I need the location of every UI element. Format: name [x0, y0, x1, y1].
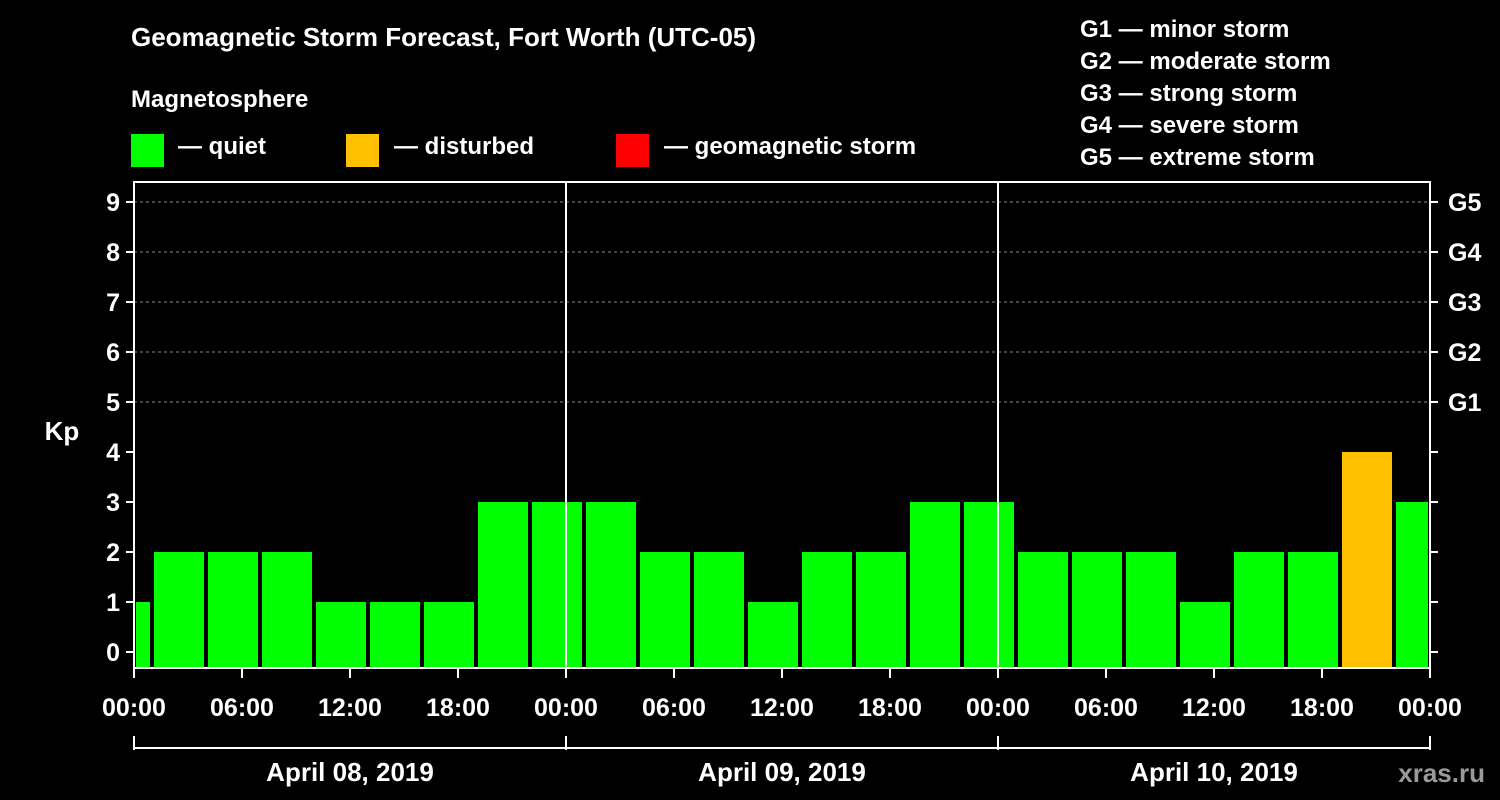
- kp-bar-21: [1234, 552, 1284, 668]
- kp-bar-18: [1072, 552, 1122, 668]
- kp-bar-1: [154, 552, 204, 668]
- g-scale-label-g4: G4: [1448, 239, 1481, 267]
- x-tick-label-0: 00:00: [102, 694, 166, 722]
- y-tick-label-8: 8: [106, 239, 120, 267]
- day-label-2: April 10, 2019: [1130, 757, 1298, 787]
- kp-bar-7: [478, 502, 528, 668]
- storm-scale-g4: G4 — severe storm: [1080, 112, 1299, 139]
- x-tick-label-5: 06:00: [642, 694, 706, 722]
- legend-swatch-storm: [616, 134, 649, 167]
- legend-swatch-quiet: [131, 134, 164, 167]
- y-tick-label-5: 5: [106, 389, 120, 417]
- y-tick-label-7: 7: [106, 289, 120, 317]
- kp-bar-14: [856, 552, 906, 668]
- legend-heading: Magnetosphere: [131, 86, 309, 113]
- kp-bar-23: [1342, 452, 1392, 668]
- storm-scale-g3: G3 — strong storm: [1080, 80, 1298, 107]
- x-tick-label-10: 12:00: [1182, 694, 1246, 722]
- x-tick-label-3: 18:00: [426, 694, 490, 722]
- storm-scale-g2: G2 — moderate storm: [1080, 48, 1331, 75]
- y-axis-label: Kp: [45, 416, 80, 446]
- x-tick-label-12: 00:00: [1398, 694, 1462, 722]
- x-tick-label-8: 00:00: [966, 694, 1030, 722]
- watermark: xras.ru: [1398, 758, 1485, 788]
- y-tick-label-2: 2: [106, 539, 120, 567]
- x-tick-label-6: 12:00: [750, 694, 814, 722]
- kp-bar-22: [1288, 552, 1338, 668]
- day-label-1: April 09, 2019: [698, 757, 866, 787]
- x-tick-label-4: 00:00: [534, 694, 598, 722]
- kp-bar-24: [1396, 502, 1428, 668]
- kp-bar-17: [1018, 552, 1068, 668]
- storm-scale-legend: G1 — minor storm G2 — moderate storm G3 …: [1080, 14, 1331, 174]
- kp-bar-15: [910, 502, 960, 668]
- kp-bar-16: [964, 502, 1014, 668]
- kp-bar-4: [316, 602, 366, 668]
- y-tick-label-1: 1: [106, 589, 120, 617]
- kp-bar-5: [370, 602, 420, 668]
- legend-label-storm: — geomagnetic storm: [664, 133, 917, 160]
- x-tick-label-2: 12:00: [318, 694, 382, 722]
- storm-scale-g1: G1 — minor storm: [1080, 16, 1290, 43]
- chart-title: Geomagnetic Storm Forecast, Fort Worth (…: [131, 22, 757, 52]
- g-scale-label-g2: G2: [1448, 339, 1481, 367]
- x-tick-label-9: 06:00: [1074, 694, 1138, 722]
- kp-bar-10: [640, 552, 690, 668]
- legend-swatch-disturbed: [346, 134, 379, 167]
- kp-bar-8: [532, 502, 582, 668]
- x-tick-label-7: 18:00: [858, 694, 922, 722]
- kp-bar-12: [748, 602, 798, 668]
- y-tick-label-9: 9: [106, 189, 120, 217]
- y-tick-label-6: 6: [106, 339, 120, 367]
- y-tick-label-0: 0: [106, 639, 120, 667]
- x-tick-label-1: 06:00: [210, 694, 274, 722]
- y-tick-label-4: 4: [106, 439, 120, 467]
- kp-bar-20: [1180, 602, 1230, 668]
- legend-label-quiet: — quiet: [178, 133, 266, 160]
- kp-bar-6: [424, 602, 474, 668]
- kp-bar-9: [586, 502, 636, 668]
- x-tick-label-11: 18:00: [1290, 694, 1354, 722]
- y-tick-label-3: 3: [106, 489, 120, 517]
- kp-bar-13: [802, 552, 852, 668]
- kp-bar-0: [136, 602, 150, 668]
- kp-bar-11: [694, 552, 744, 668]
- day-label-0: April 08, 2019: [266, 757, 434, 787]
- g-scale-label-g3: G3: [1448, 289, 1481, 317]
- kp-bar-19: [1126, 552, 1176, 668]
- g-scale-label-g1: G1: [1448, 389, 1481, 417]
- g-scale-label-g5: G5: [1448, 189, 1481, 217]
- storm-scale-g5: G5 — extreme storm: [1080, 144, 1315, 171]
- kp-bar-3: [262, 552, 312, 668]
- kp-bar-2: [208, 552, 258, 668]
- legend-label-disturbed: — disturbed: [394, 133, 535, 160]
